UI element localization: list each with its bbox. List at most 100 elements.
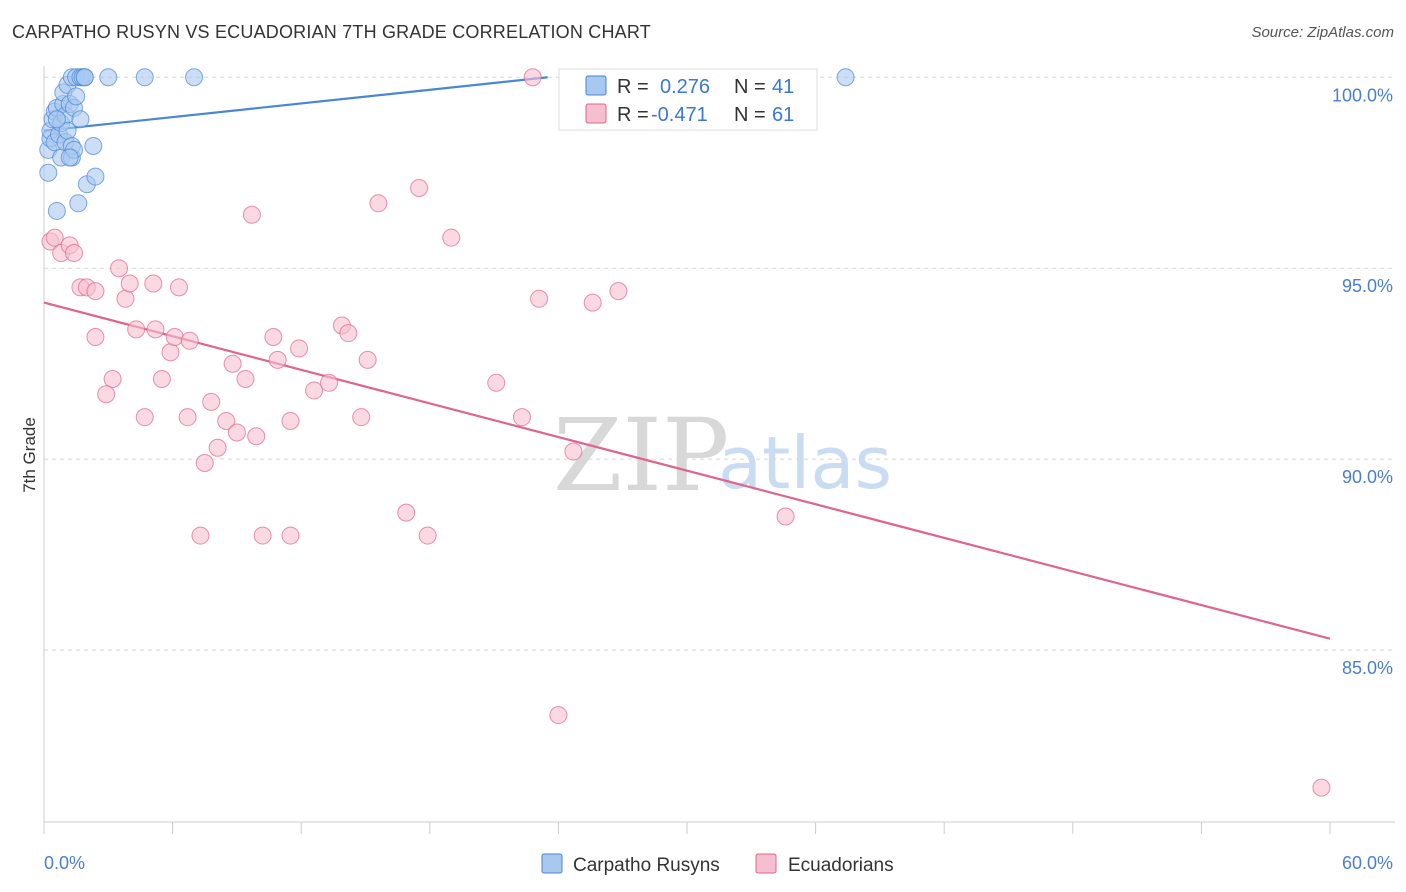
- ecuadorian-point: [227, 423, 246, 442]
- ecuadorian-point: [1312, 778, 1331, 797]
- ecuadorian-point: [110, 259, 129, 278]
- ecuadorian-point: [116, 289, 135, 308]
- axes: [43, 66, 1395, 834]
- carpatho-point: [135, 68, 154, 87]
- ecuadorian-point: [65, 243, 84, 262]
- ecuadorian-point: [442, 228, 461, 247]
- ecuadorian-point: [776, 507, 795, 526]
- watermark-atlas: atlas: [718, 421, 892, 505]
- ecuadorian-point: [97, 385, 116, 404]
- ecuadorian-point: [523, 68, 542, 87]
- ecuadorian-point: [609, 282, 628, 301]
- ecuadorian-point: [305, 381, 324, 400]
- y-tick-label: 100.0%: [1332, 85, 1393, 105]
- ecuadorian-point: [253, 526, 272, 545]
- ecuadorian-point: [268, 350, 287, 369]
- ecuadorian-point: [152, 369, 171, 388]
- carpatho-point: [60, 148, 79, 167]
- legend-swatch-blue: [585, 75, 607, 96]
- legend-r-label-1: R =: [617, 76, 649, 98]
- ecuadorian-point: [564, 442, 583, 461]
- legend-n-value-2: 61: [772, 104, 794, 126]
- ecuadorian-point: [352, 408, 371, 427]
- ecuadorian-point: [369, 194, 388, 213]
- ecuadorian-point: [264, 327, 283, 346]
- series-swatch-pink: [755, 853, 777, 874]
- ecuadorian-point: [236, 369, 255, 388]
- ecuadorian-point: [247, 427, 266, 446]
- legend-r-value-2: -0.471: [651, 104, 708, 126]
- ecuadorian-point: [583, 293, 602, 312]
- ecuadorian-point: [223, 354, 242, 373]
- series-legend: Carpatho Rusyns Ecuadorians: [541, 853, 894, 876]
- ecuadorian-point: [135, 408, 154, 427]
- ecuadorian-point: [170, 278, 189, 297]
- carpatho-point: [71, 110, 90, 129]
- ecuadorian-point: [45, 228, 64, 247]
- ecuadorian-point: [549, 706, 568, 725]
- ecuadorian-point: [127, 320, 146, 339]
- legend-swatch-pink: [585, 103, 607, 124]
- ecuadorian-point: [281, 411, 300, 430]
- ecuadorian-point: [165, 327, 184, 346]
- y-tick-labels: 100.0% 95.0% 90.0% 85.0%: [1332, 85, 1393, 678]
- grid-lines: [44, 76, 1395, 651]
- ecuadorian-point: [161, 343, 180, 362]
- carpatho-point: [86, 167, 105, 186]
- carpatho-point: [84, 137, 103, 156]
- y-tick-label: 95.0%: [1342, 276, 1393, 296]
- watermark: ZIP atlas: [553, 397, 892, 514]
- source-label: Source: ZipAtlas.com: [1251, 24, 1394, 41]
- ecuadorian-point: [208, 438, 227, 457]
- carpatho-point: [99, 68, 118, 87]
- trend-lines: [43, 76, 1331, 640]
- ecuadorian-point: [281, 526, 300, 545]
- correlation-legend: R = 0.276 N = 41 R = -0.471 N = 61: [558, 68, 818, 131]
- legend-r-label-2: R =: [617, 104, 649, 126]
- carpatho-point: [47, 201, 66, 220]
- carpatho-point: [39, 163, 58, 182]
- legend-n-label-2: N =: [734, 104, 766, 126]
- ecuadorian-point: [86, 282, 105, 301]
- ecuadorian-point: [242, 205, 261, 224]
- watermark-zip: ZIP: [553, 397, 729, 514]
- ecuadorian-point: [180, 331, 199, 350]
- ecuadorian-point: [418, 526, 437, 545]
- legend-n-value-1: 41: [772, 76, 794, 98]
- ecuadorian-point: [290, 339, 309, 358]
- carpatho-point: [185, 68, 204, 87]
- series-label-carpatho: Carpatho Rusyns: [573, 855, 720, 876]
- ecuadorian-point: [86, 327, 105, 346]
- chart-title: CARPATHO RUSYN VS ECUADORIAN 7TH GRADE C…: [12, 22, 651, 42]
- x-tick-label: 0.0%: [44, 853, 85, 873]
- series-swatch-blue: [541, 853, 563, 874]
- ecuadorian-point: [178, 408, 197, 427]
- ecuadorian-point: [144, 274, 163, 293]
- data-points: [39, 68, 1331, 797]
- carpatho-trend-line: [43, 76, 548, 132]
- ecuadorian-point: [487, 373, 506, 392]
- series-label-ecuadorians: Ecuadorians: [788, 855, 894, 876]
- ecuadorian-trend-line: [43, 301, 1331, 640]
- x-tick-label: 60.0%: [1342, 853, 1393, 873]
- ecuadorian-point: [103, 369, 122, 388]
- legend-r-value-1: 0.276: [660, 76, 710, 98]
- ecuadorian-point: [195, 454, 214, 473]
- carpatho-point: [67, 87, 86, 106]
- ecuadorian-point: [339, 324, 358, 343]
- carpatho-point: [836, 68, 855, 87]
- ecuadorian-point: [202, 392, 221, 411]
- ecuadorian-point: [217, 411, 236, 430]
- ecuadorian-point: [146, 320, 165, 339]
- ecuadorian-point: [120, 274, 139, 293]
- x-tick-labels: 0.0% 60.0%: [44, 853, 1393, 873]
- ecuadorian-point: [320, 373, 339, 392]
- ecuadorian-point: [512, 408, 531, 427]
- ecuadorian-point: [410, 179, 429, 198]
- ecuadorian-point: [397, 503, 416, 522]
- carpatho-point: [75, 68, 94, 87]
- legend-n-label-1: N =: [734, 76, 766, 98]
- y-tick-label: 85.0%: [1342, 658, 1393, 678]
- ecuadorian-point: [530, 289, 549, 308]
- ecuadorian-point: [191, 526, 210, 545]
